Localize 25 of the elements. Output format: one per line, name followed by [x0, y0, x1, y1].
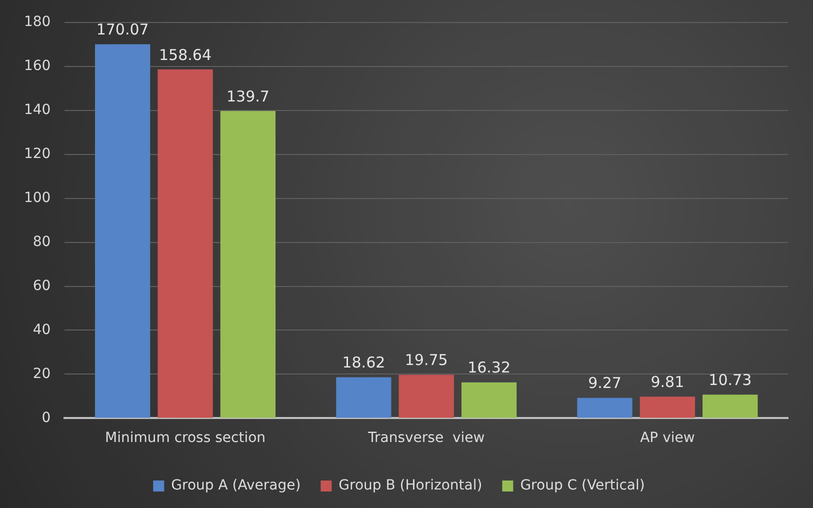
- legend-label: Group A (Average): [171, 478, 301, 494]
- legend-label: Group B (Horizontal): [338, 478, 482, 494]
- data-label: 170.07: [96, 20, 149, 39]
- data-label: 158.64: [159, 46, 212, 64]
- y-tick-label: 140: [24, 102, 51, 118]
- y-tick-label: 100: [24, 190, 51, 206]
- y-tick-label: 80: [32, 234, 51, 250]
- data-label: 9.27: [588, 374, 622, 392]
- y-tick-label: 120: [24, 146, 51, 162]
- data-label: 9.81: [650, 373, 684, 392]
- x-tick-label: AP view: [640, 430, 695, 446]
- x-tick-label: Minimum cross section: [105, 430, 266, 446]
- y-tick-label: 20: [32, 366, 51, 382]
- y-tick-label: 0: [42, 410, 51, 426]
- y-tick-label: 40: [32, 322, 51, 338]
- data-label: 10.73: [708, 370, 752, 389]
- legend-label: Group C (Vertical): [520, 478, 645, 494]
- x-tick-label: Transverse view: [367, 430, 485, 446]
- y-tick-label: 160: [24, 58, 51, 74]
- y-tick-label: 60: [32, 278, 51, 294]
- y-tick-label: 180: [24, 14, 51, 30]
- data-label: 139.7: [226, 87, 270, 106]
- data-label: 19.75: [404, 351, 448, 370]
- data-label: 16.32: [468, 358, 511, 377]
- data-label: 18.62: [342, 354, 386, 372]
